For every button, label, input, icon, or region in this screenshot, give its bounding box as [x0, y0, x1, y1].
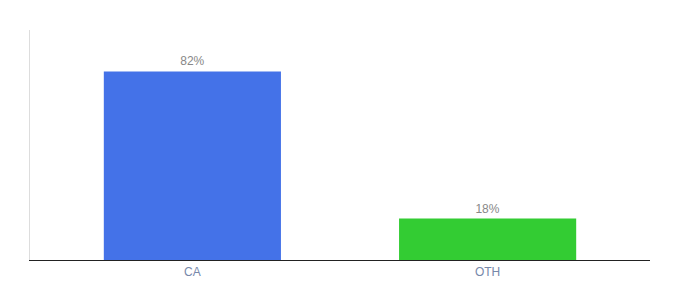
svg-text:18%: 18%	[475, 202, 499, 216]
svg-text:CA: CA	[184, 265, 201, 279]
svg-text:82%: 82%	[180, 54, 204, 68]
svg-text:OTH: OTH	[475, 265, 500, 279]
